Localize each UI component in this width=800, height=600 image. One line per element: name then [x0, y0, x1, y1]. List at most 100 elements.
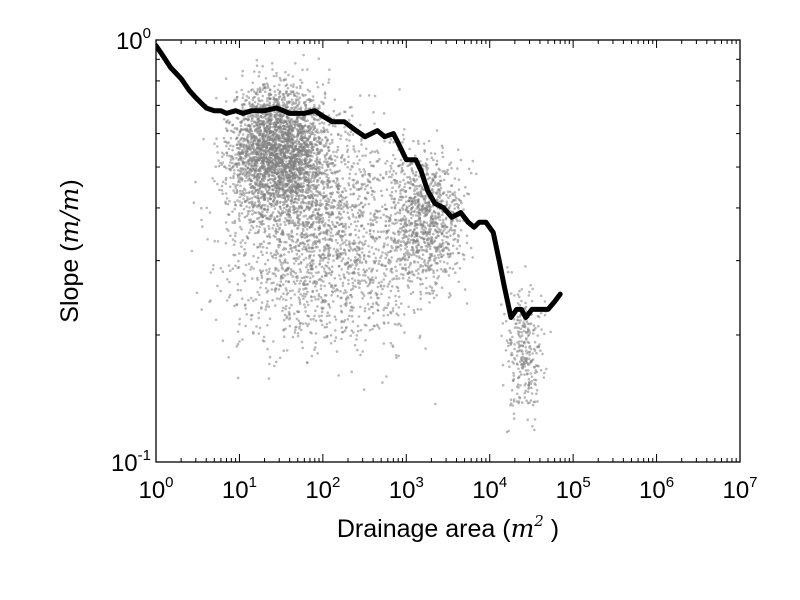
- scatter-point: [257, 123, 260, 126]
- scatter-point: [276, 121, 280, 124]
- scatter-point: [368, 174, 372, 178]
- scatter-point: [339, 244, 342, 247]
- scatter-point: [288, 120, 291, 124]
- scatter-point: [255, 164, 259, 168]
- scatter-point: [267, 242, 270, 245]
- scatter-point: [292, 83, 295, 86]
- scatter-point: [258, 70, 261, 74]
- scatter-point: [300, 166, 304, 170]
- scatter-point: [397, 233, 401, 236]
- scatter-point: [335, 114, 339, 117]
- scatter-point: [379, 189, 383, 193]
- scatter-point: [261, 179, 264, 182]
- scatter-point: [355, 334, 359, 337]
- scatter-point: [341, 190, 344, 194]
- scatter-point: [287, 222, 291, 225]
- scatter-point: [374, 247, 378, 251]
- scatter-point: [238, 131, 242, 134]
- scatter-point: [323, 256, 327, 260]
- scatter-point: [313, 213, 316, 217]
- scatter-point: [300, 207, 304, 210]
- scatter-point: [419, 297, 422, 301]
- scatter-point: [285, 194, 289, 198]
- scatter-point: [290, 246, 293, 250]
- scatter-point: [284, 132, 288, 135]
- scatter-point: [411, 241, 415, 245]
- scatter-point: [295, 227, 299, 230]
- scatter-point: [318, 249, 322, 252]
- scatter-point: [392, 277, 396, 280]
- scatter-point: [455, 202, 459, 206]
- scatter-point: [435, 269, 439, 272]
- scatter-point: [228, 185, 232, 188]
- scatter-point: [296, 210, 299, 213]
- scatter-point: [235, 128, 239, 131]
- scatter-point: [329, 231, 333, 234]
- scatter-point: [292, 211, 296, 215]
- scatter-point: [330, 284, 334, 288]
- scatter-point: [345, 301, 348, 304]
- scatter-point: [286, 198, 290, 202]
- scatter-point: [359, 201, 363, 205]
- scatter-point: [292, 168, 296, 171]
- scatter-point: [357, 188, 361, 191]
- scatter-point: [295, 98, 298, 101]
- scatter-point: [327, 257, 331, 261]
- scatter-point: [320, 138, 324, 142]
- scatter-point: [303, 295, 307, 298]
- scatter-point: [315, 128, 319, 131]
- scatter-point: [292, 257, 295, 260]
- scatter-point: [297, 184, 301, 188]
- scatter-point: [392, 140, 395, 144]
- scatter-point: [373, 122, 376, 125]
- scatter-point: [349, 187, 352, 191]
- scatter-point: [298, 255, 301, 258]
- scatter-point: [219, 161, 222, 165]
- scatter-point: [275, 155, 279, 159]
- scatter-point: [337, 223, 341, 227]
- scatter-point: [267, 224, 270, 228]
- scatter-point: [251, 81, 255, 85]
- scatter-point: [388, 296, 391, 299]
- scatter-point: [279, 207, 283, 211]
- scatter-point: [355, 338, 358, 341]
- scatter-point: [256, 194, 260, 197]
- scatter-point: [336, 133, 340, 137]
- scatter-point: [337, 374, 341, 377]
- scatter-point: [266, 197, 270, 200]
- scatter-point: [348, 172, 352, 176]
- scatter-point: [394, 212, 397, 216]
- scatter-point: [224, 127, 228, 130]
- scatter-point: [239, 124, 243, 128]
- scatter-point: [324, 142, 328, 145]
- scatter-point: [224, 182, 228, 185]
- scatter-point: [284, 223, 287, 227]
- scatter-point: [281, 261, 285, 265]
- scatter-point: [428, 301, 431, 304]
- scatter-point: [334, 238, 338, 242]
- scatter-point: [341, 225, 345, 228]
- scatter-point: [242, 102, 246, 106]
- scatter-point: [439, 260, 442, 263]
- scatter-point: [215, 137, 218, 140]
- scatter-point: [320, 279, 323, 282]
- scatter-point: [450, 166, 453, 170]
- scatter-point: [296, 168, 300, 171]
- scatter-point: [441, 221, 445, 224]
- scatter-point: [353, 186, 356, 189]
- scatter-point: [264, 188, 268, 191]
- scatter-point: [371, 281, 375, 284]
- scatter-point: [288, 207, 291, 211]
- scatter-point: [415, 254, 419, 258]
- scatter-point: [250, 123, 254, 126]
- scatter-point: [259, 286, 262, 289]
- scatter-point: [348, 249, 351, 253]
- scatter-point: [264, 90, 267, 94]
- scatter-point: [221, 270, 225, 274]
- scatter-point: [252, 332, 255, 335]
- scatter-point: [262, 146, 266, 149]
- scatter-point: [290, 106, 294, 110]
- scatter-point: [298, 300, 302, 304]
- scatter-point: [368, 161, 372, 164]
- scatter-point: [206, 238, 209, 241]
